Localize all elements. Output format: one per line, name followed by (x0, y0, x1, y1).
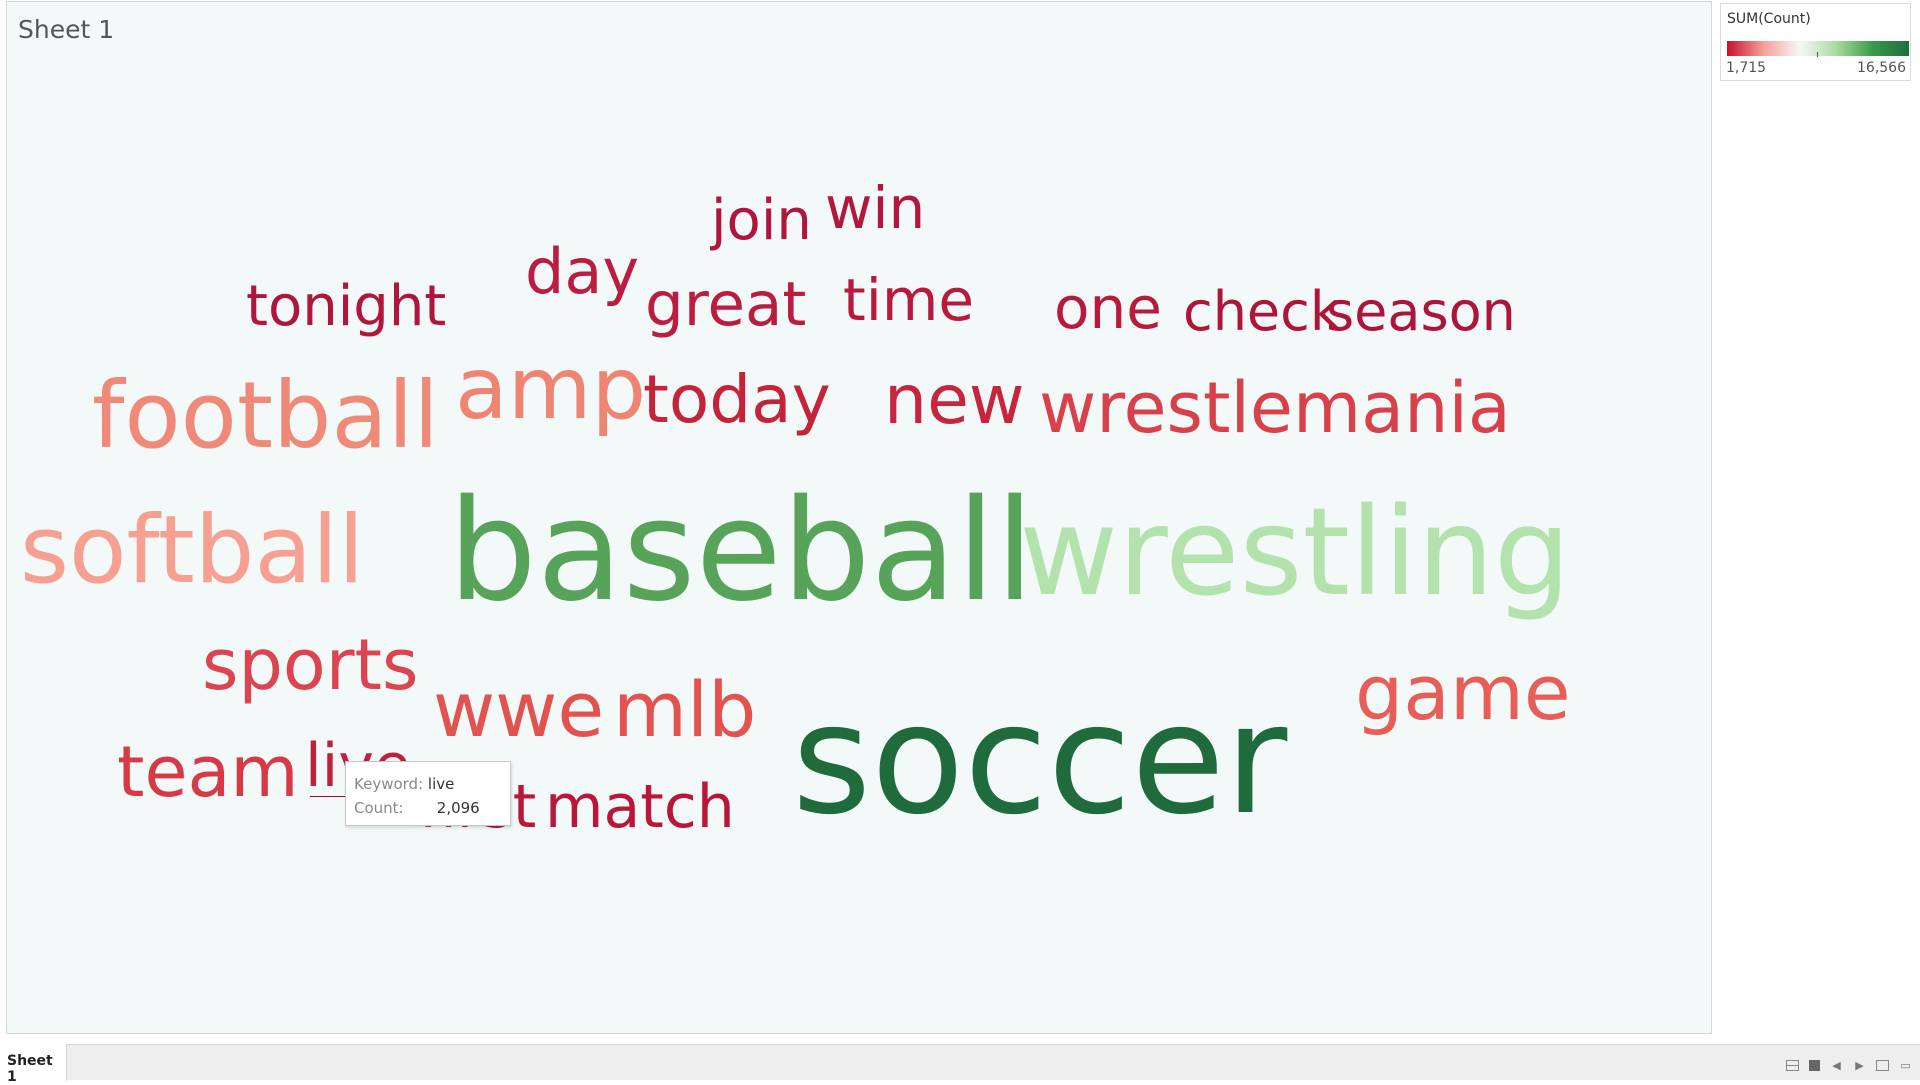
legend-color-ramp (1727, 41, 1909, 56)
word-mlb[interactable]: mlb (613, 665, 756, 754)
word-match[interactable]: match (545, 772, 735, 842)
word-wrestlemania[interactable]: wrestlemania (1039, 367, 1511, 449)
word-tonight[interactable]: tonight (246, 274, 446, 339)
color-legend[interactable]: SUM(Count) 1,715 16,566 (1720, 3, 1911, 81)
word-time[interactable]: time (843, 266, 974, 334)
sheet-tab-bar: Sheet 1 ◀ ▶ ▭ (0, 1044, 1920, 1085)
nav-controls: ◀ ▶ ▭ (1786, 1058, 1912, 1072)
legend-title: SUM(Count) (1727, 11, 1811, 27)
word-soccer[interactable]: soccer (792, 671, 1288, 848)
word-one[interactable]: one (1054, 274, 1162, 342)
legend-max-label: 16,566 (1857, 60, 1906, 76)
next-sheet-icon[interactable]: ▶ (1855, 1058, 1864, 1072)
word-great[interactable]: great (645, 269, 806, 340)
tooltip-count-row: Count: 2,096 (354, 796, 510, 820)
word-baseball[interactable]: baseball (448, 470, 1034, 633)
word-softball[interactable]: softball (20, 496, 364, 605)
filmstrip-view-icon[interactable] (1786, 1059, 1799, 1071)
word-win[interactable]: win (825, 174, 925, 242)
word-amp[interactable]: amp (455, 339, 646, 439)
tooltip-keyword-label: Keyword: (354, 775, 424, 793)
tooltip-count-label: Count: (354, 799, 404, 817)
legend-midpoint-marker (1817, 52, 1818, 57)
sheet-title: Sheet 1 (18, 15, 115, 44)
legend-min-label: 1,715 (1726, 60, 1767, 76)
presentation-mode-icon[interactable]: ▭ (1900, 1058, 1911, 1072)
word-check[interactable]: check (1183, 280, 1342, 343)
word-season[interactable]: season (1326, 280, 1516, 343)
prev-sheet-icon[interactable]: ◀ (1832, 1058, 1841, 1072)
word-day[interactable]: day (525, 235, 639, 308)
worksheet-view: Sheet 1 soccer baseball wrestling softball f… (6, 1, 1712, 1034)
word-new[interactable]: new (884, 361, 1025, 440)
word-join[interactable]: join (709, 188, 812, 253)
tooltip-count-value: 2,096 (436, 799, 480, 817)
tooltip: Keyword: live Count: 2,096 (345, 761, 511, 826)
hover-underline (310, 796, 348, 797)
word-game[interactable]: game (1355, 648, 1571, 737)
word-wrestling[interactable]: wrestling (1019, 482, 1571, 623)
fullscreen-icon[interactable] (1876, 1059, 1889, 1071)
word-football[interactable]: football (92, 362, 439, 469)
tab-sheet-1[interactable]: Sheet 1 (0, 1044, 67, 1085)
tooltip-keyword-row: Keyword: live (354, 772, 510, 796)
word-today[interactable]: today (643, 361, 831, 438)
tabs-view-icon[interactable] (1809, 1059, 1820, 1071)
tooltip-keyword-value: live (427, 775, 455, 793)
word-wwe[interactable]: wwe (433, 665, 604, 754)
word-sports[interactable]: sports (202, 624, 418, 706)
word-team[interactable]: team (117, 731, 299, 813)
